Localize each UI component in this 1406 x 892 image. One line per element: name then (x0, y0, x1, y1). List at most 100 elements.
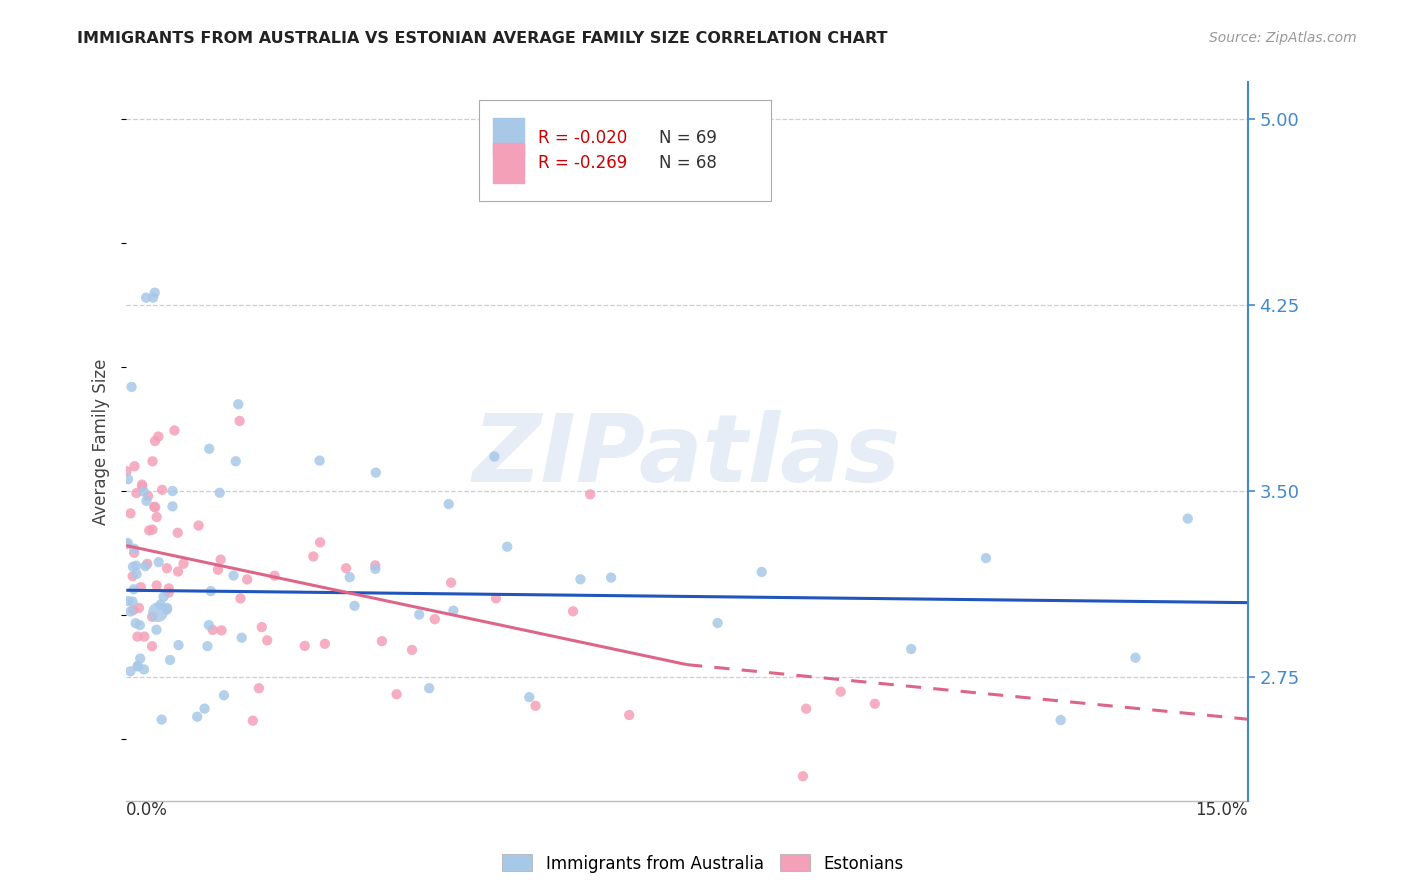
Bar (494, 118, 524, 157)
Point (751, 565, 773, 579)
Point (145, 623, 167, 637)
Legend: Immigrants from Australia, Estonians: Immigrants from Australia, Estonians (495, 847, 911, 880)
Point (142, 291, 165, 305)
Point (524, 698, 547, 713)
Point (127, 630, 149, 644)
Point (440, 575, 463, 590)
Point (115, 464, 138, 478)
Point (600, 571, 623, 585)
Point (157, 582, 180, 596)
Point (250, 620, 273, 634)
Point (792, 769, 814, 783)
Point (156, 601, 179, 615)
Point (226, 397, 249, 411)
Point (229, 591, 252, 606)
Point (131, 480, 153, 494)
Point (148, 429, 170, 443)
Point (167, 565, 190, 579)
Point (125, 558, 148, 573)
Point (156, 602, 179, 616)
Point (706, 615, 728, 630)
Point (148, 555, 170, 569)
Point (364, 562, 387, 576)
Point (256, 633, 278, 648)
Point (162, 484, 184, 499)
Point (1125, 650, 1147, 665)
Point (122, 546, 145, 560)
Point (900, 642, 922, 657)
Point (121, 380, 143, 394)
Point (335, 561, 357, 575)
Point (569, 572, 592, 586)
Point (198, 618, 221, 632)
Point (138, 524, 160, 538)
Point (441, 604, 464, 618)
Point (131, 477, 153, 491)
Point (146, 605, 169, 619)
Point (794, 701, 817, 715)
FancyBboxPatch shape (479, 100, 770, 201)
Point (142, 523, 165, 537)
Point (1049, 713, 1071, 727)
Point (364, 466, 387, 480)
Point (120, 665, 142, 679)
Point (141, 639, 163, 653)
Point (193, 701, 215, 715)
Point (143, 434, 166, 448)
Point (308, 453, 330, 467)
Point (294, 639, 316, 653)
Point (145, 578, 167, 592)
Point (201, 623, 224, 637)
Point (141, 454, 163, 468)
Text: Source: ZipAtlas.com: Source: ZipAtlas.com (1209, 31, 1357, 45)
Point (225, 454, 247, 468)
Point (209, 552, 232, 566)
Text: IMMIGRANTS FROM AUSTRALIA VS ESTONIAN AVERAGE FAMILY SIZE CORRELATION CHART: IMMIGRANTS FROM AUSTRALIA VS ESTONIAN AV… (77, 31, 887, 46)
Point (236, 573, 259, 587)
Point (117, 594, 139, 608)
Text: R = -0.020: R = -0.020 (538, 128, 627, 146)
Point (127, 659, 149, 673)
Point (309, 535, 332, 549)
Point (129, 580, 152, 594)
Point (122, 559, 145, 574)
Point (385, 687, 408, 701)
Point (163, 424, 186, 438)
Point (120, 507, 142, 521)
Point (145, 510, 167, 524)
Point (408, 607, 430, 622)
Point (496, 540, 519, 554)
Point (222, 568, 245, 582)
Point (579, 487, 602, 501)
Point (974, 551, 997, 566)
Point (187, 518, 209, 533)
Point (157, 585, 180, 599)
Point (830, 684, 852, 698)
Point (136, 557, 159, 571)
Point (124, 459, 146, 474)
Text: N = 68: N = 68 (659, 153, 717, 172)
Point (208, 485, 231, 500)
Point (198, 442, 221, 456)
Point (159, 653, 181, 667)
Point (200, 584, 222, 599)
Point (314, 637, 336, 651)
Point (212, 688, 235, 702)
Point (401, 643, 423, 657)
Text: R = -0.269: R = -0.269 (538, 153, 627, 172)
Point (162, 500, 184, 514)
Point (121, 569, 143, 583)
Point (152, 590, 174, 604)
Point (484, 450, 506, 464)
Point (423, 612, 446, 626)
Point (343, 599, 366, 613)
Point (863, 697, 886, 711)
Point (125, 566, 148, 581)
Point (247, 681, 270, 696)
Point (124, 616, 146, 631)
Point (117, 536, 139, 550)
Point (136, 489, 159, 503)
Point (128, 601, 150, 615)
Point (134, 630, 156, 644)
Point (371, 634, 394, 648)
